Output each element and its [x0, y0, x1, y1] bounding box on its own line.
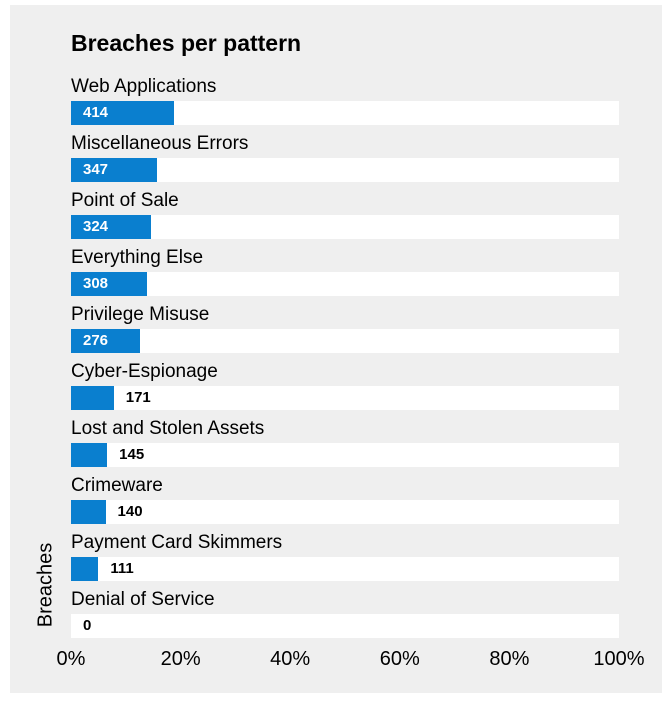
value-label: 140 — [117, 503, 143, 520]
value-label: 0 — [83, 617, 92, 634]
value-label: 308 — [83, 275, 109, 292]
bar-track: 0 — [71, 614, 619, 638]
value-label: 324 — [83, 218, 109, 235]
value-label: 347 — [83, 161, 109, 178]
category-label: Lost and Stolen Assets — [71, 418, 265, 439]
value-label: 276 — [83, 332, 109, 349]
bar — [71, 500, 106, 524]
bar — [71, 272, 148, 296]
category-label: Privilege Misuse — [71, 304, 210, 325]
category-label: Web Applications — [71, 76, 217, 97]
x-tick-label: 20% — [160, 648, 201, 670]
x-tick-label: 0% — [56, 648, 86, 670]
bar-track: 324 — [71, 215, 619, 239]
x-tick-label: 100% — [593, 648, 645, 670]
value-label: 171 — [125, 389, 151, 406]
category-label: Miscellaneous Errors — [71, 133, 249, 154]
bar — [71, 158, 158, 182]
value-label: 145 — [119, 446, 145, 463]
category-label: Point of Sale — [71, 190, 179, 211]
category-label: Everything Else — [71, 247, 204, 268]
y-axis-label: Breaches — [34, 542, 57, 628]
value-label: 111 — [110, 560, 134, 577]
bar-track: 308 — [71, 272, 619, 296]
bar-track: 111 — [71, 557, 619, 581]
bar — [71, 329, 140, 353]
bar-track: 140 — [71, 500, 619, 524]
x-tick-label: 40% — [270, 648, 311, 670]
bar-track: 347 — [71, 158, 619, 182]
bar — [71, 101, 175, 125]
chart-title: Breaches per pattern — [71, 30, 302, 56]
bar — [71, 443, 108, 467]
category-label: Denial of Service — [71, 589, 215, 610]
bar-track: 171 — [71, 386, 619, 410]
category-label: Payment Card Skimmers — [71, 532, 283, 553]
bar-track: 414 — [71, 101, 619, 125]
value-label: 414 — [83, 104, 109, 121]
x-tick-label: 80% — [489, 648, 530, 670]
category-label: Cyber-Espionage — [71, 361, 218, 382]
bar — [71, 215, 151, 239]
bar — [71, 386, 114, 410]
category-label: Crimeware — [71, 475, 163, 496]
bar-track: 276 — [71, 329, 619, 353]
bar — [71, 557, 99, 581]
bar-track: 145 — [71, 443, 619, 467]
x-tick-label: 60% — [379, 648, 420, 670]
